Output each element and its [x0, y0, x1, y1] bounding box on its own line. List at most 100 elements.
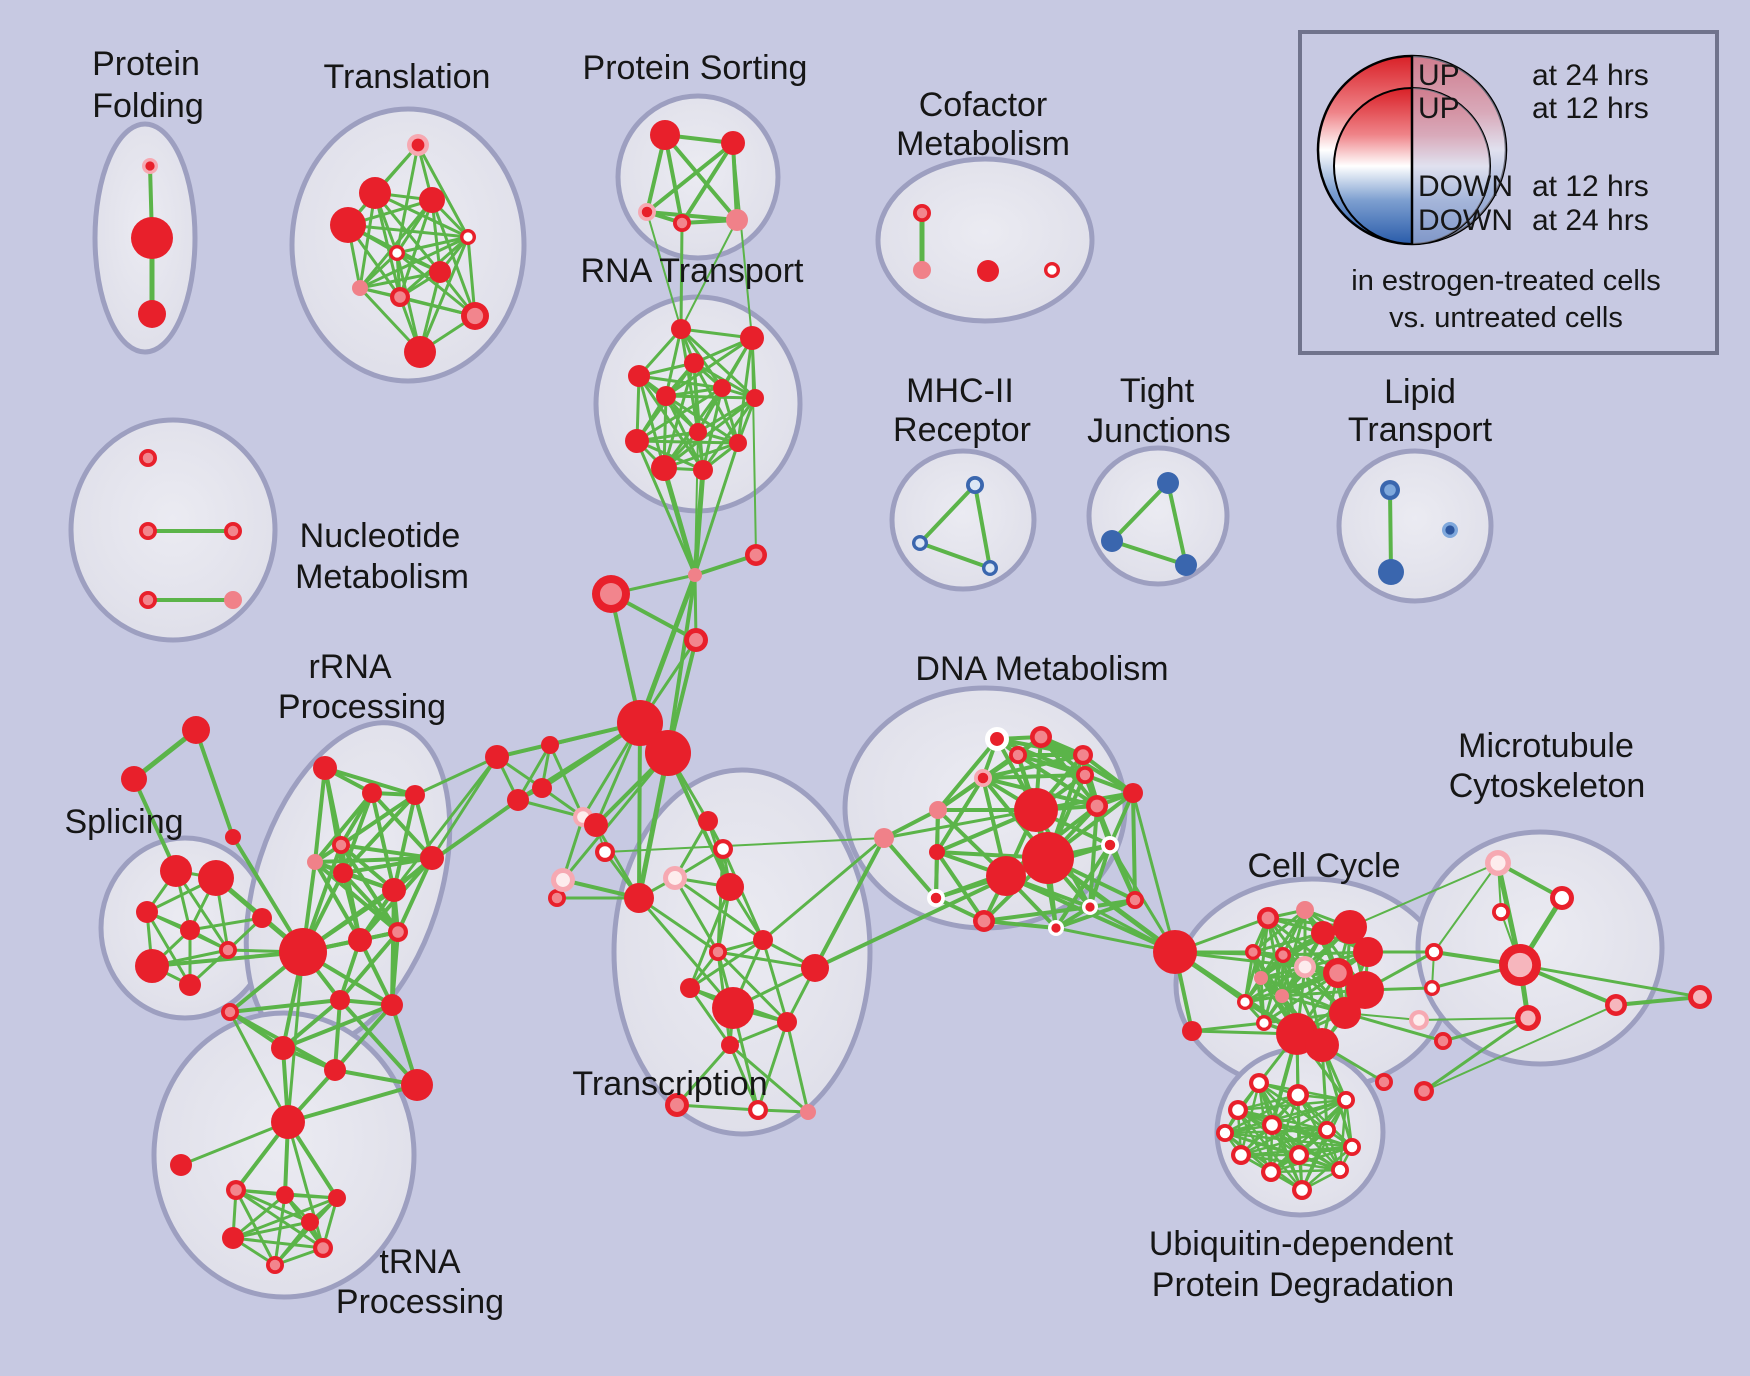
network-node-core: [145, 161, 155, 171]
network-edge: [645, 141, 735, 214]
network-node: [713, 379, 731, 397]
network-node: [680, 978, 700, 998]
network-node: [584, 813, 608, 837]
cluster-ellipse-transcription: [611, 767, 873, 1137]
network-edge: [1418, 1017, 1529, 1021]
cluster-label: Metabolism: [896, 125, 1070, 163]
legend-inner-faded-half: [1412, 88, 1490, 244]
network-edge: [313, 860, 400, 934]
network-node: [136, 901, 158, 923]
network-edge: [1110, 481, 1170, 543]
network-edge: [313, 860, 362, 942]
network-node: [740, 326, 764, 350]
network-node-core: [1490, 855, 1506, 871]
network-node: [485, 745, 509, 769]
network-edge: [645, 210, 739, 222]
network-node-core: [668, 871, 682, 885]
network-edge: [935, 850, 986, 923]
network-edge: [370, 791, 434, 860]
cluster-label: Protein Sorting: [583, 49, 808, 87]
cluster-label: Cytoskeleton: [1449, 767, 1646, 805]
network-node: [307, 854, 323, 870]
network-node-core: [717, 843, 729, 855]
network-edge: [234, 1188, 277, 1267]
network-edge: [273, 1220, 312, 1267]
network-edge: [736, 336, 754, 445]
network-node-core: [1329, 964, 1347, 982]
network-edge: [728, 1020, 789, 1047]
network-node-core: [916, 207, 928, 219]
network-edge: [150, 950, 305, 968]
network-edge: [395, 143, 420, 255]
network-node-core: [1346, 1141, 1358, 1153]
network-node-core: [1291, 1088, 1305, 1102]
network-edge: [688, 986, 732, 1047]
network-node-core: [335, 839, 347, 851]
network-node-core: [230, 1184, 242, 1196]
network-node-core: [930, 892, 942, 904]
network-node: [279, 928, 327, 976]
network-node-core: [466, 307, 484, 325]
network-node-core: [1051, 923, 1061, 933]
network-edge: [392, 755, 499, 892]
legend-note: in estrogen-treated cells: [1351, 265, 1661, 297]
network-node-core: [392, 248, 402, 258]
network-node: [617, 700, 663, 746]
network-edge: [416, 143, 470, 239]
network-edge: [273, 1193, 287, 1267]
network-node: [1311, 921, 1335, 945]
network-node-core: [641, 206, 653, 218]
network-edge: [732, 142, 753, 339]
network-edge: [1045, 855, 1178, 955]
network-node: [651, 455, 677, 481]
network-node-core: [227, 525, 239, 537]
network-edge: [413, 755, 499, 797]
network-node-core: [224, 1006, 236, 1018]
network-edge: [694, 431, 699, 576]
network-node: [698, 811, 718, 831]
network-edge: [1223, 1131, 1342, 1172]
network-edge: [430, 198, 477, 318]
network-node: [271, 1105, 305, 1139]
network-node-core: [1418, 1085, 1430, 1097]
network-node-core: [977, 914, 991, 928]
network-edge: [358, 235, 470, 290]
network-node-core: [1445, 525, 1455, 535]
network-node-core: [551, 892, 563, 904]
network-node: [328, 1189, 346, 1207]
network-edge: [281, 998, 342, 1050]
network-node: [359, 177, 391, 209]
network-node-core: [1079, 769, 1091, 781]
network-node-core: [1278, 950, 1288, 960]
legend-box: [1298, 30, 1719, 355]
network-node: [913, 261, 931, 279]
legend-time-label: at 12 hrs: [1532, 170, 1649, 203]
network-node-core: [749, 548, 763, 562]
network-node: [330, 207, 366, 243]
network-edge: [918, 483, 977, 545]
network-node-core: [1104, 839, 1116, 851]
network-node: [348, 928, 372, 952]
network-node-core: [1248, 947, 1258, 957]
network-edge: [179, 1120, 290, 1167]
network-edge: [323, 766, 417, 797]
cluster-label: Tight: [1120, 372, 1195, 410]
network-edge: [604, 837, 885, 853]
network-node-core: [1427, 983, 1437, 993]
network-edge: [561, 751, 670, 882]
network-edge: [1236, 1108, 1304, 1192]
network-node: [170, 1154, 192, 1176]
cluster-label: Translation: [324, 58, 491, 96]
network-edge: [1016, 753, 1087, 777]
network-node: [404, 336, 436, 368]
network-edge: [675, 1043, 732, 1107]
network-edge: [756, 1020, 789, 1112]
network-edge: [358, 191, 377, 290]
network-edge: [882, 808, 940, 840]
network-edge: [679, 221, 684, 331]
network-node: [121, 766, 147, 792]
network-edge: [637, 374, 705, 472]
network-node: [135, 949, 169, 983]
legend-time-label: at 24 hrs: [1532, 59, 1649, 92]
